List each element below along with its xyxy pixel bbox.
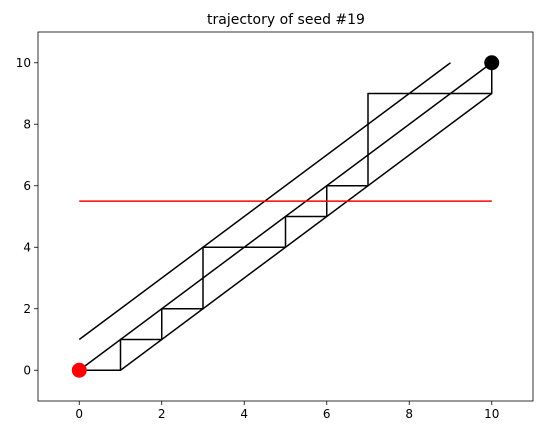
plot-frame [37,31,534,402]
y-tick-label: 0 [23,363,31,377]
x-tick-label: 2 [158,407,166,421]
y-tick-label: 2 [23,302,31,316]
x-tick-label: 10 [484,407,499,421]
y-tick-label: 4 [23,240,31,254]
y-tick-label: 10 [16,56,31,70]
marker-layer [71,55,500,378]
series-line-1 [120,92,493,371]
x-tick-label: 8 [405,407,413,421]
chart-title: trajectory of seed #19 [207,12,365,28]
x-tick-label: 4 [240,407,248,421]
x-tick-label: 6 [323,407,331,421]
series-layer [78,62,493,371]
axes: 0 2 4 6 8 10 0 2 4 6 8 10 [16,31,534,421]
series-line-2 [78,62,493,371]
y-tick-label: 6 [23,179,31,193]
start-marker [71,362,87,378]
x-tick-label: 0 [75,407,83,421]
y-tick-label: 8 [23,117,31,131]
end-marker [484,55,500,71]
